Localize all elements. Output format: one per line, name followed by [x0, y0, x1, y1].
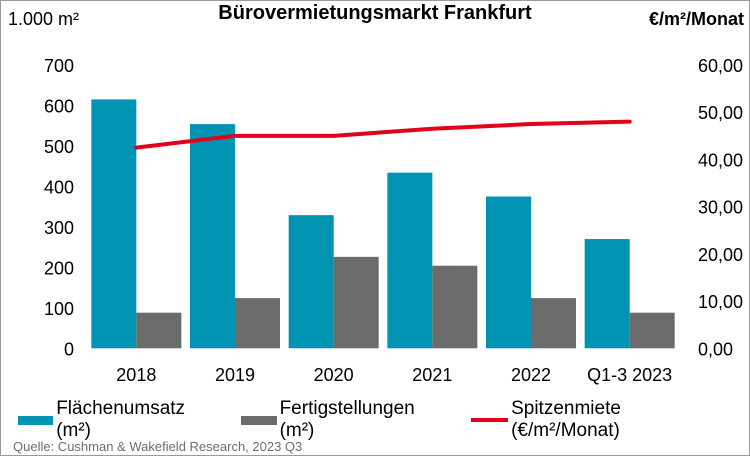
bar-fertigstellungen	[531, 298, 576, 349]
right-axis-tick-label: 20,00	[698, 245, 743, 265]
legend: Flächenumsatz (m²) Fertigstellungen (m²)…	[18, 398, 750, 442]
left-axis-tick-label: 600	[44, 96, 74, 116]
x-axis-tick-label: 2022	[511, 365, 551, 385]
left-axis-tick-label: 500	[44, 137, 74, 157]
legend-swatch-blue	[18, 415, 54, 425]
bar-flaechenumsatz	[288, 215, 334, 349]
bar-flaechenumsatz	[486, 196, 531, 349]
right-axis-tick-label: 60,00	[698, 56, 743, 76]
right-axis-tick-label: 50,00	[698, 103, 743, 123]
legend-swatch-gray	[241, 415, 277, 425]
right-axis-tick-label: 10,00	[698, 292, 743, 312]
right-axis-unit: €/m²/Monat	[648, 9, 744, 29]
left-axis-tick-label: 0	[64, 339, 74, 359]
legend-item-flaechenumsatz: Flächenumsatz (m²)	[18, 398, 221, 442]
bar-flaechenumsatz	[584, 239, 630, 349]
x-axis-tick-label: 2018	[116, 365, 156, 385]
legend-label: Fertigstellungen (m²)	[279, 398, 415, 441]
right-axis-tick-label: 0,00	[698, 339, 733, 359]
left-axis-tick-label: 200	[44, 258, 74, 278]
right-axis-tick-label: 40,00	[698, 150, 743, 170]
left-axis-unit: 1.000 m²	[8, 9, 80, 29]
x-axis-tick-label: 2020	[314, 365, 354, 385]
legend-swatch-red-line	[470, 418, 509, 422]
bar-fertigstellungen	[629, 312, 675, 349]
left-axis-tick-label: 100	[44, 299, 74, 319]
bar-fertigstellungen	[432, 265, 478, 349]
left-axis-tick-label: 700	[44, 56, 74, 76]
legend-label: Spitzenmiete (€/m²/Monat)	[511, 398, 621, 441]
legend-item-spitzenmiete: Spitzenmiete (€/m²/Monat)	[470, 398, 730, 442]
line-spitzenmiete	[134, 119, 632, 150]
x-axis-tick-label: Q1-3 2023	[587, 365, 672, 385]
chart-title: Bürovermietungsmarkt Frankfurt	[218, 2, 532, 24]
right-axis-tick-label: 30,00	[698, 198, 743, 218]
bar-flaechenumsatz	[91, 99, 137, 349]
x-axis-tick-label: 2019	[215, 365, 255, 385]
source-note: Quelle: Cushman & Wakefield Research, 20…	[13, 439, 303, 454]
x-axis-tick-label: 2021	[412, 365, 452, 385]
bar-flaechenumsatz	[190, 124, 235, 349]
legend-label: Flächenumsatz (m²)	[56, 398, 186, 441]
bar-fertigstellungen	[235, 298, 280, 349]
left-axis-tick-label: 400	[44, 177, 74, 197]
left-axis-tick-label: 300	[44, 218, 74, 238]
legend-item-fertigstellungen: Fertigstellungen (m²)	[241, 398, 451, 442]
bar-fertigstellungen	[136, 312, 182, 349]
bar-fertigstellungen	[333, 256, 379, 349]
bar-flaechenumsatz	[387, 172, 433, 349]
